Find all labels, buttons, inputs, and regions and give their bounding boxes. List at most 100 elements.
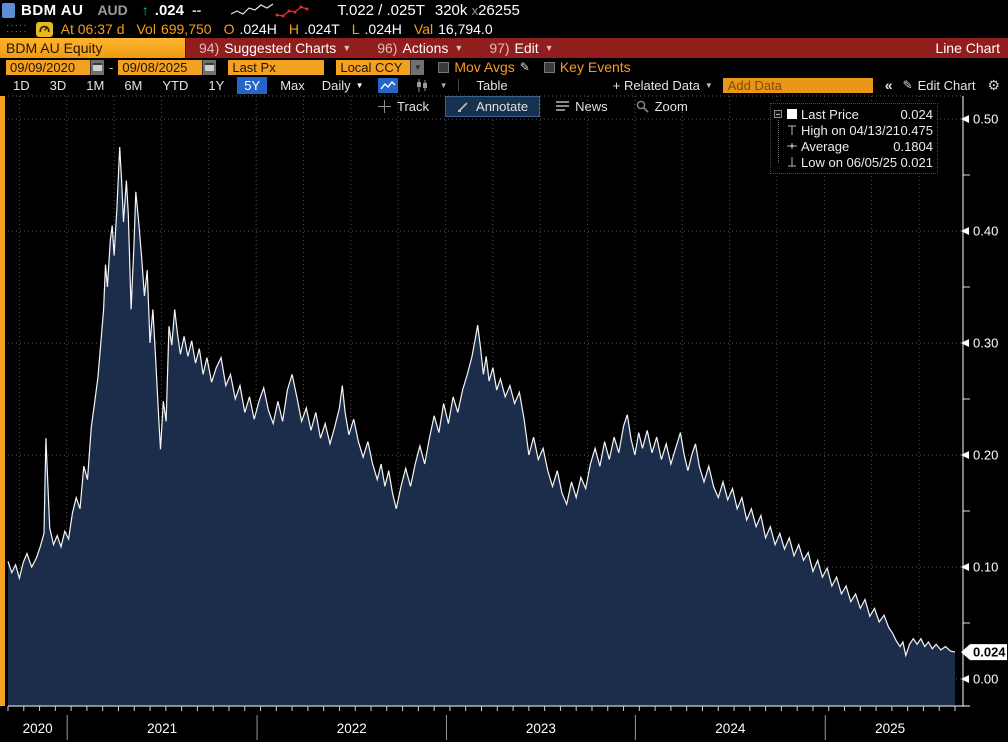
range-tab-5y[interactable]: 5Y	[237, 76, 268, 94]
currency-select[interactable]: Local CCY	[336, 59, 411, 75]
menu-item-label: Edit	[514, 40, 539, 56]
ticker: BDM AU	[21, 1, 84, 19]
pencil-icon: ✎	[902, 78, 913, 92]
menu-item-number: 94)	[199, 40, 220, 56]
axis-label: 0.10	[973, 560, 998, 575]
zoom-button[interactable]: Zoom	[624, 96, 700, 117]
frequency-select[interactable]: Daily ▼	[322, 78, 364, 93]
range-tab-1y[interactable]: 1Y	[208, 77, 225, 93]
line-chart-type-icon[interactable]	[377, 77, 398, 93]
track-button[interactable]: Track	[366, 96, 441, 117]
legend-row-2[interactable]: High on 04/13/21 0.475	[774, 122, 933, 138]
range-tab-ytd[interactable]: YTD	[162, 77, 189, 93]
legend-value: 0.021	[900, 154, 933, 170]
last-price-swatch	[786, 108, 801, 120]
range-tabs: 1D 3D 1M 6M YTD 1Y 5Y Max	[0, 76, 312, 94]
low-value: .024H	[364, 21, 402, 37]
axis-label: 0.40	[973, 224, 998, 239]
annotate-button[interactable]: Annotate	[445, 96, 541, 117]
y-tick-arrow	[961, 115, 969, 123]
collapse-chevron-icon[interactable]: «	[884, 77, 893, 93]
date-range-dash: -	[109, 59, 114, 75]
price-change: --	[191, 2, 202, 18]
chevron-down-icon: ▼	[544, 43, 554, 53]
legend-value: 0.1804	[893, 138, 933, 154]
average-marker-icon	[786, 140, 801, 152]
high-label: H	[288, 21, 299, 37]
menu-item-edit[interactable]: 97) Edit ▼	[476, 38, 566, 58]
intraday-sparkline	[231, 3, 309, 17]
range-tab-1d[interactable]: 1D	[13, 77, 30, 93]
range-tab-1m[interactable]: 1M	[86, 77, 105, 93]
axis-label: 0.50	[973, 112, 998, 127]
gear-icon[interactable]: ⚙	[987, 76, 1000, 93]
range-tab-6m[interactable]: 6M	[124, 77, 143, 93]
axis-label: 0.024	[973, 645, 1006, 660]
window-drag-handle-icon[interactable]	[2, 2, 15, 18]
legend-value: 0.475	[900, 122, 933, 138]
frequency-label: Daily	[321, 77, 351, 93]
grip-dots-icon[interactable]: ····· ·····	[6, 20, 28, 37]
security-field[interactable]: BDM AU Equity	[0, 38, 186, 58]
key-events-checkbox[interactable]	[543, 61, 555, 73]
last-price: .024	[154, 1, 184, 19]
menu-item-actions[interactable]: 96) Actions ▼	[364, 38, 476, 58]
axis-label: 2024	[715, 721, 746, 736]
key-events-label[interactable]: Key Events	[559, 59, 631, 75]
zoom-icon	[636, 100, 649, 113]
ask-size: 26255	[478, 1, 520, 19]
mov-avgs-checkbox[interactable]	[438, 61, 450, 73]
edit-chart-button[interactable]: ✎ Edit Chart	[903, 78, 976, 93]
axis-label: 2025	[875, 721, 905, 736]
news-label: News	[575, 99, 608, 114]
price-field-select[interactable]: Last Px	[228, 59, 325, 75]
annotate-label: Annotate	[476, 99, 529, 114]
calendar-icon[interactable]	[90, 59, 104, 75]
legend-label: Last Price	[801, 106, 859, 122]
mov-avgs-label[interactable]: Mov Avgs	[454, 59, 515, 75]
y-tick-arrow	[961, 675, 969, 683]
chart-legend[interactable]: Last Price 0.024 High on 04/13/21 0.475 …	[770, 103, 938, 174]
date-to-field[interactable]: 09/08/2025	[118, 59, 203, 75]
open-label: O	[223, 21, 235, 37]
y-tick-arrow	[961, 451, 969, 459]
chevron-down-icon: ▼	[454, 43, 464, 53]
axis-label: 2023	[526, 721, 556, 736]
news-button[interactable]: News	[544, 96, 620, 117]
date-from-field[interactable]: 09/09/2020	[6, 59, 90, 75]
range-tab-3d[interactable]: 3D	[49, 77, 67, 93]
legend-row-4[interactable]: Low on 06/05/25 0.021	[774, 154, 933, 170]
legend-row-3[interactable]: Average 0.1804	[774, 138, 933, 154]
add-data-input[interactable]: Add Data	[722, 77, 873, 93]
delayed-data-icon[interactable]	[35, 21, 53, 37]
y-tick-arrow	[961, 227, 969, 235]
range-tab-max[interactable]: Max	[280, 77, 305, 93]
menu-item-suggested-charts[interactable]: 94) Suggested Charts ▼	[186, 38, 364, 58]
candle-chart-type-icon[interactable]	[412, 78, 432, 93]
calendar-icon[interactable]	[202, 59, 217, 75]
currency: AUD	[97, 2, 128, 18]
chevron-down-icon[interactable]: ▼	[410, 59, 425, 75]
axis-label: 2020	[23, 721, 53, 736]
table-button[interactable]: Table	[476, 77, 508, 93]
legend-row-1[interactable]: Last Price 0.024	[774, 106, 933, 122]
function-menubar: BDM AU Equity 94) Suggested Charts ▼ 96) …	[0, 38, 1008, 58]
pencil-icon[interactable]: ✎	[519, 60, 530, 74]
price-chart[interactable]: 0.00 0.10 0.20 0.30 0.40 0.50 2020 2021 2022 2023…	[0, 94, 1008, 742]
chart-region: 0.00 0.10 0.20 0.30 0.40 0.50 2020 2021 2022 2023…	[0, 94, 1008, 742]
status-line: ····· ····· At 06:37 d Vol 699,750 O .024…	[0, 20, 1008, 38]
legend-expander-icon[interactable]	[774, 110, 782, 118]
period-bar: 1D 3D 1M 6M YTD 1Y 5Y Max Daily ▼ ▼ Table + Rel…	[0, 76, 1008, 94]
right-tools: + Related Data ▼ Add Data « ✎ Edit Chart…	[613, 77, 1008, 94]
chart-type-more-icon[interactable]: ▼	[439, 80, 448, 90]
menu-item-label: Actions	[402, 40, 449, 56]
zoom-label: Zoom	[654, 99, 688, 114]
news-icon	[556, 101, 570, 112]
price-line	[7, 146, 956, 658]
related-data-button[interactable]: + Related Data ▼	[613, 78, 713, 93]
legend-gutter	[774, 110, 786, 118]
price-area-fill	[8, 147, 955, 706]
track-label: Track	[397, 99, 430, 114]
legend-value: 0.024	[900, 106, 933, 122]
